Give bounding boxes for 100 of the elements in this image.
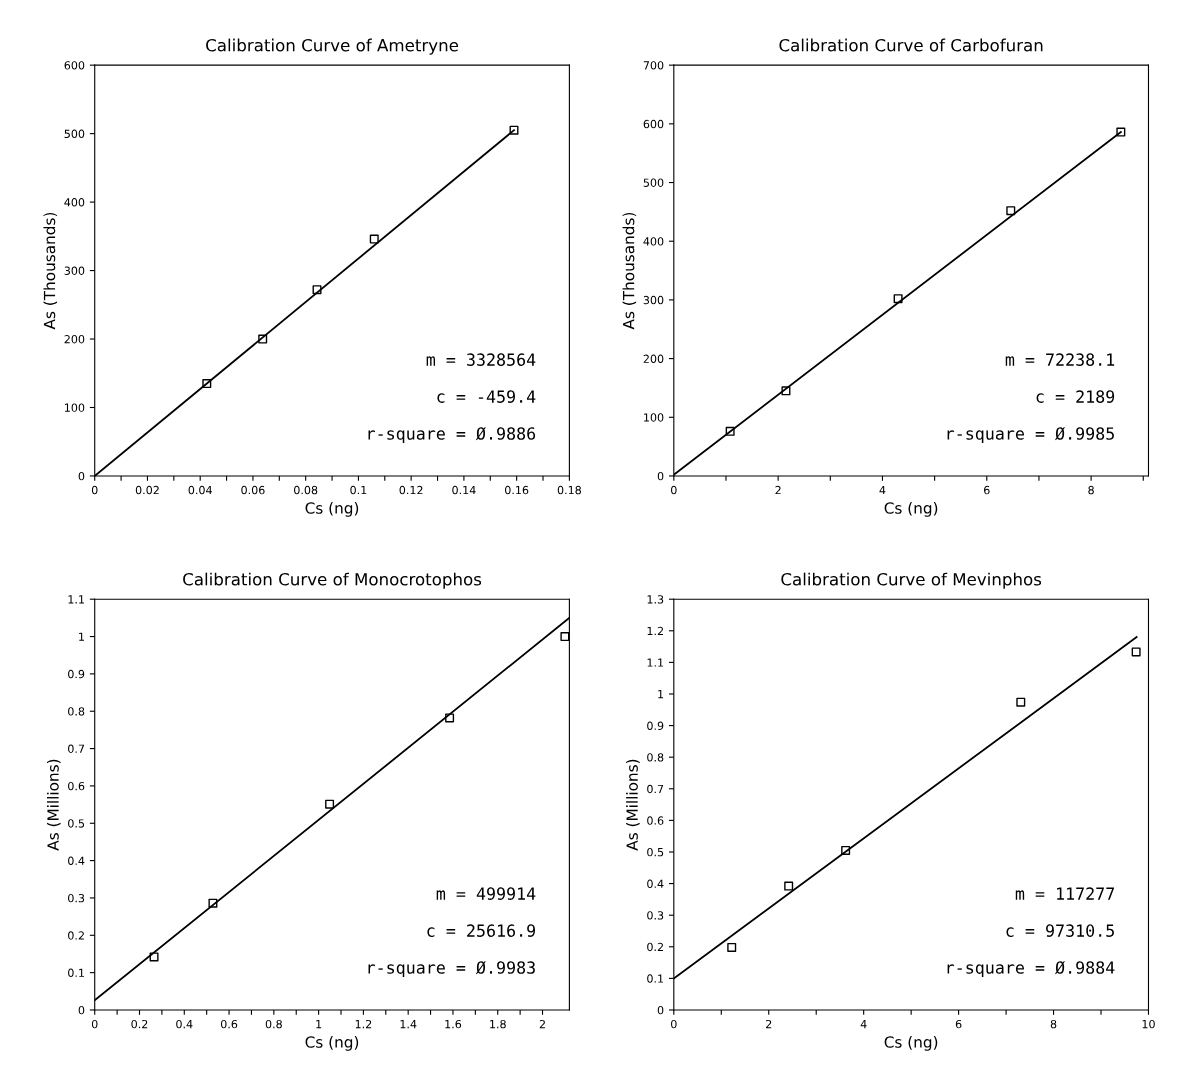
x-tick-label: 0 — [91, 1019, 98, 1029]
x-tick-label: 0.2 — [131, 1019, 148, 1029]
y-tick-label: 0.8 — [647, 753, 664, 762]
x-tick-label: 1.8 — [490, 1019, 506, 1029]
y-tick-label: 200 — [643, 354, 664, 363]
x-tick-label: 6 — [955, 1019, 962, 1029]
x-tick-label: 4 — [879, 486, 886, 495]
y-axis-title: As (Thousands) — [43, 212, 58, 330]
point — [1131, 647, 1141, 657]
annotation: m = 117277 — [1015, 887, 1114, 900]
point — [1006, 206, 1016, 216]
chart-title: Calibration Curve of Mevinphos — [781, 572, 1042, 589]
annotation: m = 3328564 — [426, 353, 536, 366]
x-tick-label: 1.4 — [400, 1020, 417, 1029]
y-tick-label: 1.1 — [647, 658, 664, 667]
point — [325, 799, 335, 809]
point — [893, 294, 903, 304]
point — [202, 379, 212, 389]
point — [727, 942, 737, 952]
y-tick-label: 1.1 — [68, 595, 84, 604]
y-tick-label: 1.2 — [647, 626, 663, 636]
y-axis-title: As (Millions) — [46, 759, 61, 851]
y-tick-label: 0.5 — [647, 847, 664, 857]
x-axis-title: Cs (ng) — [305, 502, 359, 517]
y-tick-label: 100 — [65, 403, 85, 412]
y-tick-label: 1 — [658, 690, 664, 699]
y-tick-label: 0.2 — [68, 931, 84, 940]
y-tick-label: 0 — [78, 1005, 85, 1015]
x-tick-label: 0.8 — [265, 1019, 282, 1029]
y-tick-label: 1 — [79, 632, 84, 641]
y-tick-label: 400 — [64, 198, 85, 207]
x-tick-label: 0.06 — [241, 485, 265, 495]
y-tick-label: 500 — [64, 129, 85, 138]
point — [445, 713, 455, 723]
point — [841, 845, 851, 855]
annotation: r-square = Ø.9884 — [947, 960, 1115, 978]
point — [312, 285, 322, 295]
y-tick-label: 600 — [64, 61, 85, 70]
point — [1016, 697, 1026, 707]
y-tick-label: 100 — [644, 413, 664, 422]
x-axis-title: Cs (ng) — [884, 502, 938, 517]
annotation: c = -459.4 — [437, 390, 536, 403]
y-tick-label: 0.2 — [647, 942, 663, 952]
x-tick-label: 4 — [860, 1020, 867, 1029]
y-tick-label: 0.1 — [68, 968, 84, 978]
x-tick-label: 0.6 — [220, 1019, 238, 1029]
point — [149, 952, 159, 962]
x-tick-label: 8 — [1088, 485, 1094, 495]
x-tick-label: 8 — [1050, 1019, 1057, 1029]
y-tick-label: 600 — [643, 119, 664, 129]
annotation: c = 97310.5 — [1006, 924, 1114, 937]
y-tick-label: 400 — [643, 237, 664, 246]
y-tick-label: 0.3 — [647, 911, 664, 920]
annotation: r-square = Ø.9983 — [368, 960, 535, 978]
y-tick-label: 0.9 — [68, 669, 85, 679]
point — [509, 125, 519, 135]
x-tick-label: 1 — [316, 1020, 322, 1029]
x-tick-label: 0.02 — [135, 485, 159, 495]
point — [258, 334, 268, 344]
annotation: r-square = Ø.9985 — [947, 426, 1114, 444]
y-tick-label: 0.7 — [68, 744, 85, 753]
point — [560, 632, 570, 642]
x-tick-label: 0.04 — [188, 485, 212, 495]
y-tick-label: 0.4 — [647, 879, 664, 888]
x-tick-label: 0.08 — [294, 485, 318, 495]
y-tick-label: 0.1 — [647, 974, 664, 983]
y-tick-label: 0.5 — [68, 819, 85, 828]
point — [781, 386, 791, 396]
y-tick-label: 300 — [64, 266, 85, 275]
y-tick-label: 0.6 — [647, 816, 664, 825]
y-tick-label: 0 — [78, 471, 85, 481]
y-tick-label: 0.8 — [68, 707, 85, 716]
point — [725, 426, 735, 436]
x-tick-label: 1.6 — [445, 1019, 462, 1029]
y-axis-title: As (Thousands) — [622, 212, 637, 330]
y-tick-label: 300 — [643, 295, 664, 305]
point — [784, 881, 794, 891]
x-tick-label: 2 — [539, 1019, 545, 1029]
chart-title: Calibration Curve of Ametryne — [206, 38, 459, 55]
y-tick-label: 0.3 — [68, 893, 85, 903]
x-tick-label: 0.1 — [350, 485, 367, 495]
x-tick-label: 1.2 — [355, 1019, 372, 1029]
y-tick-label: 500 — [643, 178, 664, 187]
x-tick-label: 0.12 — [399, 485, 423, 495]
point — [1116, 127, 1126, 137]
x-tick-label: 0 — [671, 485, 677, 495]
y-tick-label: 0.9 — [647, 721, 664, 730]
x-tick-label: 2 — [766, 1019, 772, 1029]
x-tick-label: 10 — [1142, 1019, 1155, 1029]
x-axis-title: Cs (ng) — [305, 1036, 359, 1051]
x-tick-label: 0 — [91, 485, 98, 495]
x-tick-label: 0 — [671, 1019, 677, 1029]
x-tick-label: 0.4 — [176, 1019, 193, 1029]
annotation: m = 72238.1 — [1005, 353, 1115, 366]
annotation: m = 499914 — [436, 887, 536, 900]
y-tick-label: 0.4 — [68, 856, 85, 865]
x-tick-label: 2 — [775, 485, 781, 495]
annotation: c = 2189 — [1036, 390, 1115, 403]
y-tick-label: 1.3 — [647, 595, 664, 604]
x-tick-label: 0.18 — [557, 485, 581, 495]
